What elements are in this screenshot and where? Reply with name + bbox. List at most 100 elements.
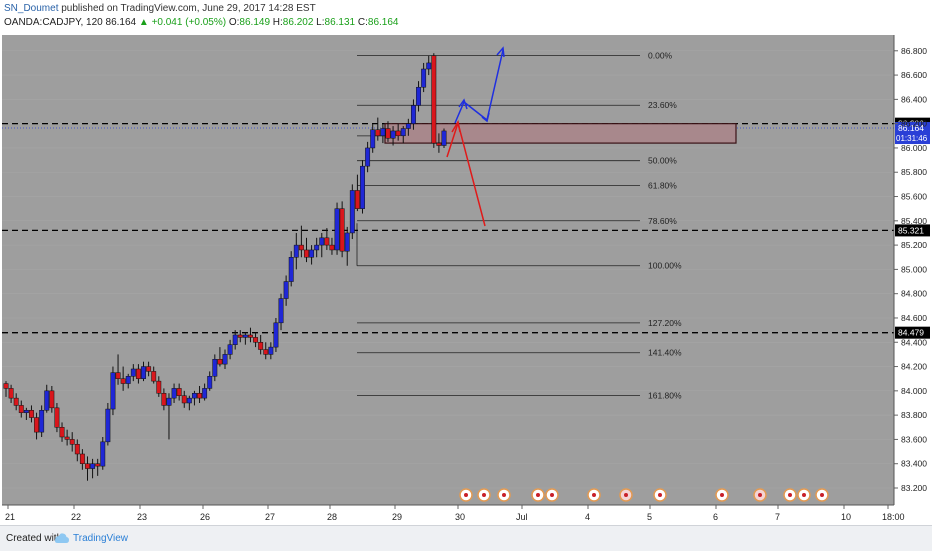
- bear-candle: [329, 244, 335, 251]
- level-label: 84.479: [898, 328, 924, 338]
- y-tick-label: 84.800: [901, 289, 927, 299]
- bull-candle: [242, 334, 248, 338]
- candles: [3, 53, 447, 481]
- bull-candle: [110, 372, 116, 410]
- chart-area[interactable]: 0.00%23.60%38.20%50.00%61.80%78.60%100.0…: [0, 33, 932, 525]
- time-axis[interactable]: [2, 505, 930, 523]
- bull-candle: [370, 129, 376, 149]
- bull-candle: [365, 147, 371, 167]
- close-label: C:: [357, 17, 368, 28]
- bullish-projection-arrow[interactable]: [454, 49, 504, 124]
- event-flag-icon: [550, 493, 554, 497]
- last-price-label: 86.164: [898, 123, 924, 133]
- y-tick-label: 83.200: [901, 483, 927, 493]
- author-link[interactable]: SN_Doumet: [4, 3, 59, 14]
- candlestick-chart[interactable]: 0.00%23.60%38.20%50.00%61.80%78.60%100.0…: [0, 33, 932, 525]
- arrow-head-up: [496, 46, 505, 58]
- bear-candle: [176, 388, 182, 396]
- event-flag-icon: [658, 493, 662, 497]
- bull-candle: [390, 130, 396, 139]
- y-tick-label: 84.600: [901, 313, 927, 323]
- bear-candle: [146, 366, 152, 372]
- bear-candle: [298, 244, 304, 251]
- bear-candle: [135, 368, 141, 379]
- event-flag-icon: [536, 493, 540, 497]
- level-label-bg: [895, 326, 930, 339]
- event-flag-icon: [720, 493, 724, 497]
- bull-candle: [410, 105, 416, 124]
- price-axis[interactable]: [894, 35, 930, 505]
- bear-candle: [59, 427, 65, 438]
- bear-candle: [248, 334, 253, 338]
- bull-candle: [207, 376, 213, 389]
- y-tick-label: 86.000: [901, 143, 927, 153]
- bull-candle: [309, 249, 315, 258]
- projection-arrows[interactable]: [446, 46, 505, 227]
- bull-candle: [44, 390, 50, 411]
- y-tick-label: 85.600: [901, 192, 927, 202]
- event-flag-icon: [788, 493, 792, 497]
- y-tick-label: 85.400: [901, 216, 927, 226]
- event-flag-icon: [502, 493, 506, 497]
- y-tick-label: 86.400: [901, 94, 927, 104]
- bull-candle: [141, 366, 146, 379]
- y-tick-label: 86.200: [901, 119, 927, 129]
- bear-candle: [64, 436, 70, 440]
- event-flag-icon: [482, 493, 486, 497]
- level-label: 85.321: [898, 225, 924, 235]
- arrow-head-mid: [458, 98, 468, 110]
- x-tick-label: 6: [713, 512, 718, 522]
- bear-candle: [354, 190, 360, 209]
- bear-candle: [79, 453, 85, 464]
- low-label: L:: [316, 17, 325, 28]
- bear-candle: [120, 378, 126, 384]
- tradingview-logo-icon[interactable]: [54, 532, 70, 544]
- y-tick-label: 85.000: [901, 264, 927, 274]
- bear-candle: [237, 334, 243, 338]
- symbol-line: OANDA:CADJPY, 120 86.164: [4, 17, 137, 28]
- footer-bar: Created with TradingView: [0, 525, 932, 551]
- y-tick-label: 83.800: [901, 410, 927, 420]
- bull-candle: [212, 359, 218, 377]
- high-label: H:: [272, 17, 283, 28]
- y-tick-label: 85.800: [901, 167, 927, 177]
- bear-candle: [181, 395, 187, 404]
- y-tick-label: 83.600: [901, 434, 927, 444]
- bull-candle: [191, 393, 197, 399]
- bull-candle: [441, 130, 447, 146]
- bull-candle: [227, 344, 233, 355]
- bull-candle: [344, 232, 350, 252]
- arrow-head-red: [451, 119, 461, 133]
- event-flag-icon: [624, 493, 628, 497]
- x-tick-label: 26: [200, 512, 210, 522]
- bull-candle: [314, 244, 320, 251]
- y-tick-label: 84.400: [901, 337, 927, 347]
- bull-candle: [105, 408, 111, 443]
- economic-events[interactable]: [459, 488, 829, 502]
- close-value: 86.164: [367, 17, 399, 28]
- y-axis-ticks: 86.800 86.600 86.400 86.200 86.000 85.800 85.6…: [893, 35, 927, 505]
- bull-candle: [319, 237, 325, 246]
- bull-candle: [186, 397, 192, 404]
- bear-candle: [436, 142, 442, 146]
- bear-candle: [197, 393, 202, 399]
- bull-candle: [278, 298, 284, 324]
- supply-zone[interactable]: [384, 123, 737, 144]
- x-tick-label: Jul: [516, 512, 528, 522]
- bear-candle: [115, 372, 121, 379]
- bull-candle: [23, 410, 29, 413]
- x-tick-label: 10: [841, 512, 851, 522]
- bear-candle: [304, 249, 309, 258]
- tradingview-brand[interactable]: TradingView: [73, 533, 129, 544]
- bull-candle: [222, 354, 228, 365]
- x-tick-label: 5: [647, 512, 652, 522]
- bear-candle: [85, 463, 90, 469]
- publish-info: SN_Doumet published on TradingView.com, …: [4, 3, 316, 14]
- last-price-label-bg: [895, 122, 930, 145]
- fib-level-label: 78.60%: [648, 216, 677, 226]
- bull-candle: [273, 322, 279, 348]
- zone-rectangle[interactable]: [384, 123, 737, 144]
- bull-candle: [426, 62, 432, 70]
- bear-candle: [18, 405, 24, 413]
- x-tick-label: 28: [327, 512, 337, 522]
